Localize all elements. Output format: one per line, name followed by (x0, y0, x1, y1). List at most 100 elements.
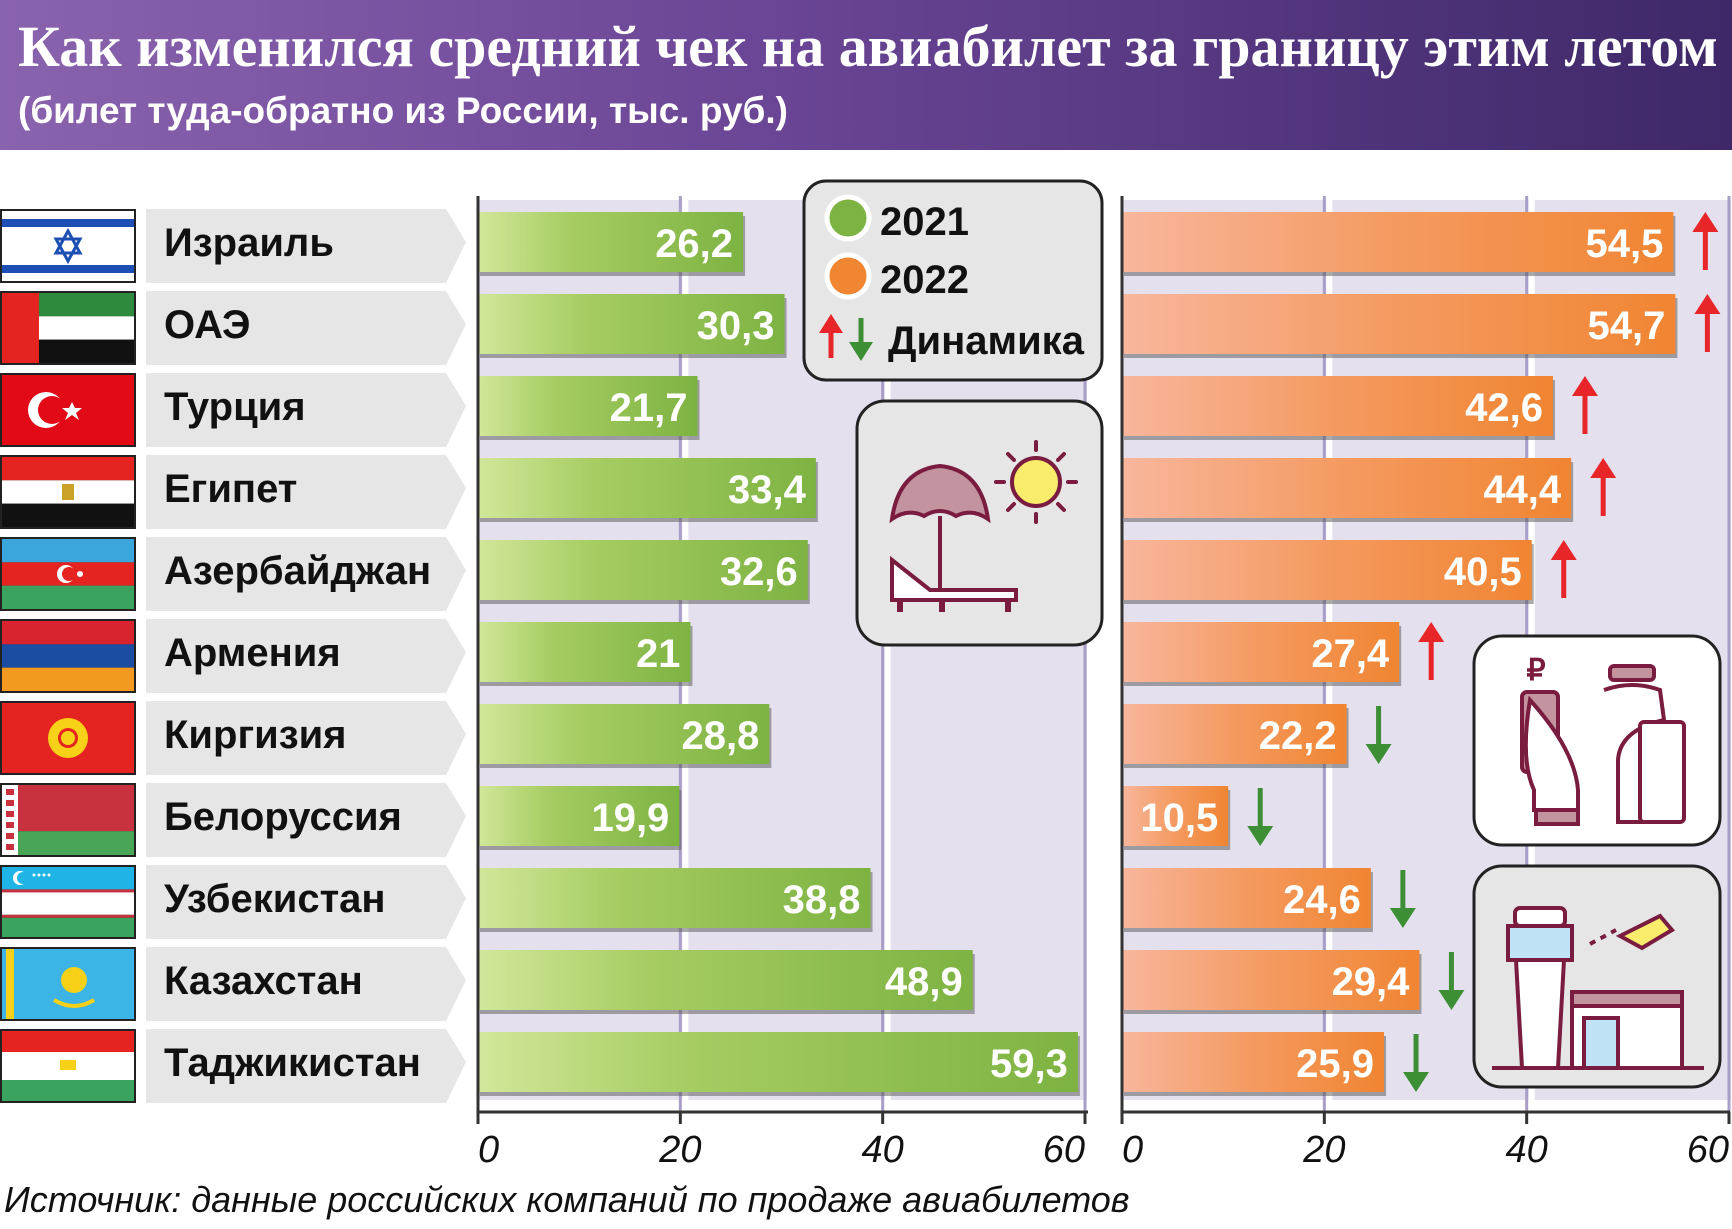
row-label-box (146, 619, 466, 693)
flag-icon (0, 455, 136, 529)
tick-label: 60 (1043, 1129, 1085, 1171)
tick-label: 40 (1506, 1129, 1548, 1171)
flag-icon (0, 1029, 136, 1103)
arrow-up-icon (1694, 294, 1721, 352)
arrow-up-icon (1550, 540, 1577, 598)
flag-icon (0, 373, 136, 447)
bar-value-label: 33,4 (728, 468, 807, 512)
bar-2022 (1122, 540, 1532, 600)
row-label: Казахстан (164, 959, 363, 1003)
row-label: ОАЭ (164, 303, 250, 347)
arrow-up-icon (1692, 212, 1719, 270)
bar-2022 (1122, 868, 1371, 928)
bar-value-label: 21 (636, 632, 681, 676)
arrow-down-icon (1438, 952, 1465, 1010)
bar-value-label: 48,9 (885, 960, 963, 1004)
bar-2021 (478, 294, 785, 354)
bar-2021 (478, 540, 808, 600)
row-label-box (146, 209, 466, 283)
payment-ruble-icon: ₽ (1472, 634, 1722, 847)
bar-2021 (478, 622, 691, 682)
flag-icon (0, 291, 136, 365)
bar-value-label: 40,5 (1444, 550, 1522, 594)
row-label-box (146, 783, 466, 857)
arrow-up-icon (1571, 376, 1598, 434)
bar-value-label: 54,7 (1588, 304, 1666, 348)
page-title: Как изменился средний чек на авиабилет з… (18, 14, 1718, 79)
bar-2022 (1122, 294, 1676, 354)
tick-label: 0 (478, 1129, 499, 1171)
bar-2022 (1122, 786, 1229, 846)
tick-label: 20 (1302, 1129, 1345, 1171)
svg-text:₽: ₽ (1526, 654, 1545, 687)
legend-label-2022: 2022 (880, 258, 969, 302)
legend-label-2021: 2021 (880, 200, 969, 244)
beach-umbrella-sun-icon (855, 399, 1104, 647)
legend-arrow-down-icon (849, 318, 873, 361)
bar-value-label: 27,4 (1311, 632, 1390, 676)
row-label: Таджикистан (164, 1041, 421, 1085)
bar-2021 (478, 458, 816, 518)
flag-icon (0, 701, 136, 775)
bar-value-label: 29,4 (1332, 960, 1411, 1004)
bar-2022 (1122, 950, 1420, 1010)
bar-value-label: 26,2 (655, 222, 733, 266)
source-note: Источник: данные российских компаний по … (4, 1179, 1130, 1220)
row-label: Армения (164, 631, 341, 675)
bar-2021 (478, 786, 680, 846)
tick-label: 20 (658, 1129, 701, 1171)
arrow-down-icon (1389, 870, 1416, 928)
bar-value-label: 19,9 (591, 796, 669, 840)
airport-tower-plane-icon (1472, 864, 1722, 1089)
row-label: Киргизия (164, 713, 347, 757)
bar-2022 (1122, 212, 1674, 272)
row-label: Израиль (164, 221, 334, 265)
arrow-down-icon (1247, 788, 1274, 846)
bar-chart: Израиль ОАЭ Турция Египет Азербайджан Армения… (0, 179, 1732, 1171)
legend-swatch-2022 (824, 252, 872, 300)
bar-value-label: 25,9 (1296, 1042, 1374, 1086)
bar-value-label: 32,6 (720, 550, 798, 594)
bar-value-label: 30,3 (697, 304, 775, 348)
bar-2021 (478, 704, 770, 764)
arrow-down-icon (1403, 1034, 1430, 1092)
row-label: Белоруссия (164, 795, 402, 839)
row-label-box (146, 373, 466, 447)
legend-swatch-2021 (824, 194, 872, 242)
bar-2021 (478, 950, 973, 1010)
arrow-up-icon (1418, 622, 1445, 680)
bar-2021 (478, 1032, 1078, 1092)
bar-value-label: 10,5 (1140, 796, 1218, 840)
legend-label-dynamics: Динамика (888, 319, 1085, 363)
row-label-box (146, 947, 466, 1021)
bar-2022 (1122, 704, 1347, 764)
row-label-box (146, 865, 466, 939)
bar-value-label: 22,2 (1259, 714, 1337, 758)
row-label-box (146, 537, 466, 611)
bar-value-label: 44,4 (1483, 468, 1562, 512)
legend-arrow-up-icon (819, 314, 843, 358)
legend: 2021 2022 Динамика (802, 179, 1104, 382)
page-subtitle: (билет туда-обратно из России, тыс. руб.… (18, 90, 788, 131)
bar-value-label: 42,6 (1465, 386, 1543, 430)
bar-2022 (1122, 622, 1400, 682)
flag-icon (0, 619, 136, 693)
flag-icon (0, 209, 136, 283)
bar-value-label: 38,8 (783, 878, 861, 922)
arrow-down-icon (1365, 706, 1392, 764)
bar-2021 (478, 212, 744, 272)
tick-label: 0 (1122, 1129, 1143, 1171)
bar-value-label: 24,6 (1283, 878, 1361, 922)
bar-value-label: 28,8 (682, 714, 760, 758)
arrow-up-icon (1590, 458, 1617, 516)
bar-value-label: 54,5 (1585, 222, 1663, 266)
flag-icon (0, 783, 136, 857)
row-label: Турция (164, 385, 306, 429)
row-label: Азербайджан (164, 549, 431, 593)
flag-icon (0, 865, 136, 939)
bar-value-label: 21,7 (610, 386, 688, 430)
row-label-box (146, 455, 466, 529)
flag-icon (0, 947, 136, 1021)
row-label: Узбекистан (164, 877, 386, 921)
